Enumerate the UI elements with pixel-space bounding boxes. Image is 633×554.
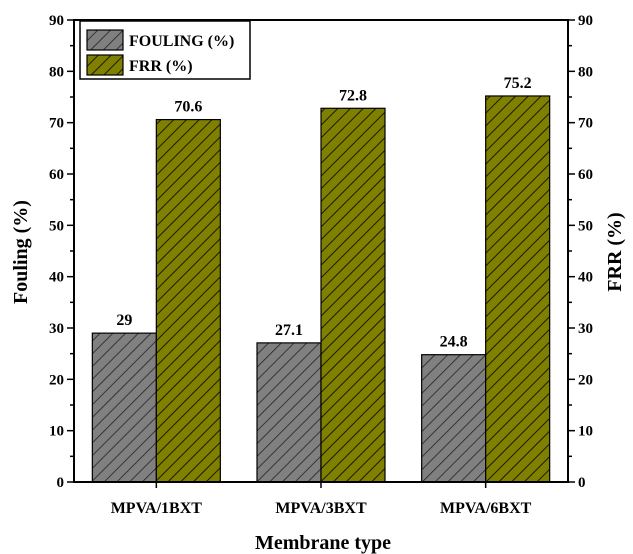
legend-swatch-frr xyxy=(86,54,124,76)
y-axis-title-right: FRR (%) xyxy=(604,212,626,291)
y-tick-label-left-50: 50 xyxy=(49,218,64,234)
y-tick-label-left-0: 0 xyxy=(57,475,65,491)
y-tick-label-right-30: 30 xyxy=(578,321,593,337)
y-tick-label-left-70: 70 xyxy=(49,116,64,132)
legend-label-frr: FRR (%) xyxy=(129,58,193,75)
data-label-fouling-1: 29 xyxy=(116,312,132,329)
data-label-frr-3: 75.2 xyxy=(504,75,532,92)
y-tick-label-right-80: 80 xyxy=(578,64,593,80)
x-tick-label-2: MPVA/3BXT xyxy=(275,500,367,517)
x-tick-label-3: MPVA/6BXT xyxy=(440,500,532,517)
legend-label-fouling: FOULING (%) xyxy=(129,33,234,50)
y-tick-label-left-90: 90 xyxy=(49,13,64,29)
y-tick-label-right-40: 40 xyxy=(578,270,593,286)
y-tick-label-left-10: 10 xyxy=(49,424,64,440)
y-tick-label-left-80: 80 xyxy=(49,64,64,80)
bar-frr-1 xyxy=(155,118,221,483)
data-label-frr-2: 72.8 xyxy=(339,87,367,104)
axes-layer: MPVA/1BXT MPVA/3BXT MPVA/6BXT 0 0 10 10 20 20 30 3… xyxy=(49,13,593,517)
x-axis-title: Membrane type xyxy=(255,532,391,554)
bar-frr-3 xyxy=(485,95,551,483)
y-axis-title-left: Fouling (%) xyxy=(10,200,32,304)
legend-swatch-fouling xyxy=(86,29,124,51)
legend: FOULING (%) FRR (%) xyxy=(79,20,251,80)
y-tick-label-left-30: 30 xyxy=(49,321,64,337)
y-tick-label-right-10: 10 xyxy=(578,424,593,440)
data-label-fouling-3: 24.8 xyxy=(440,334,468,351)
y-tick-label-right-20: 20 xyxy=(578,372,593,388)
data-label-fouling-2: 27.1 xyxy=(275,322,303,339)
y-tick-label-right-0: 0 xyxy=(578,475,586,491)
y-tick-label-left-20: 20 xyxy=(49,372,64,388)
y-tick-label-right-60: 60 xyxy=(578,167,593,183)
bar-fouling-3 xyxy=(421,354,487,483)
data-label-frr-1: 70.6 xyxy=(174,99,202,116)
y-tick-label-left-60: 60 xyxy=(49,167,64,183)
bar-fouling-1 xyxy=(91,332,157,483)
bars-layer: 29 70.6 27.1 72.8 24.8 75.2 xyxy=(91,75,551,483)
y-tick-label-left-40: 40 xyxy=(49,270,64,286)
bar-frr-2 xyxy=(320,107,386,483)
x-tick-label-1: MPVA/1BXT xyxy=(111,500,203,517)
y-tick-label-right-90: 90 xyxy=(578,13,593,29)
bar-fouling-2 xyxy=(256,342,322,483)
y-tick-label-right-70: 70 xyxy=(578,116,593,132)
y-tick-label-right-50: 50 xyxy=(578,218,593,234)
